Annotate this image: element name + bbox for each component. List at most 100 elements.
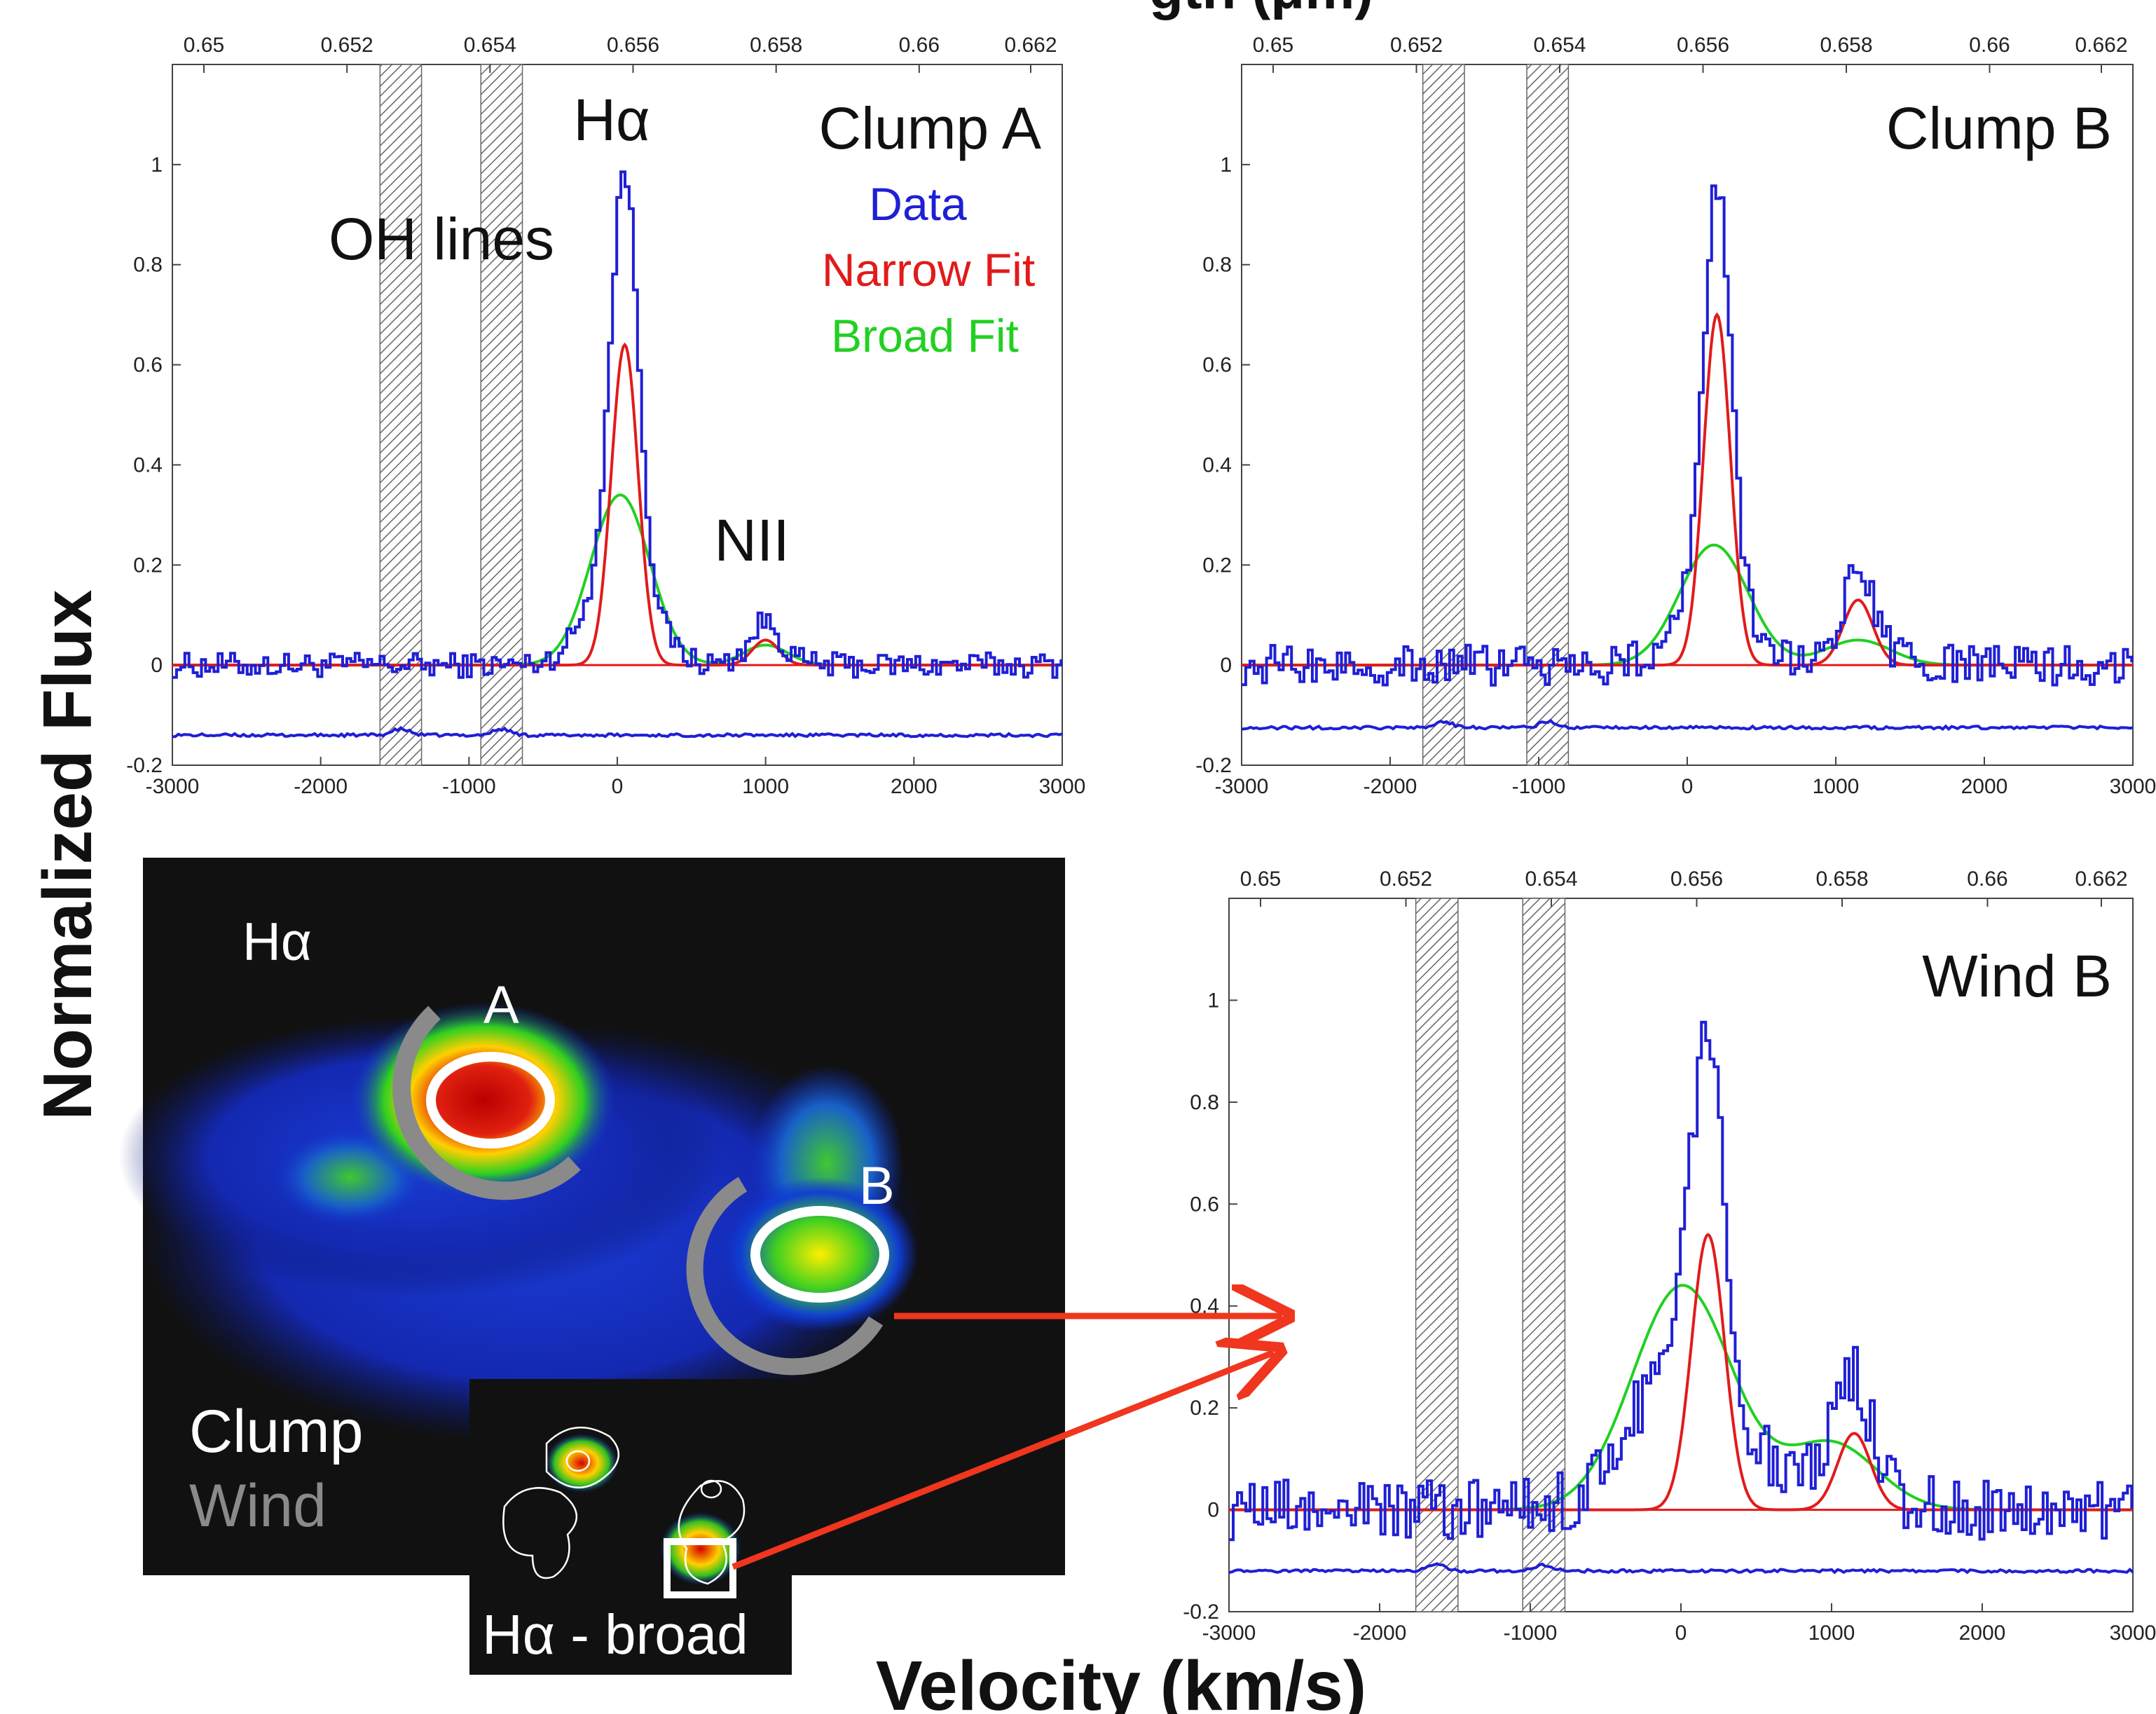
top-tick-label: 0.654 — [464, 34, 516, 57]
top-tick-label: 0.65 — [1253, 34, 1293, 57]
narrow-fit-line — [1242, 312, 2133, 667]
annotation-label: NII — [714, 507, 789, 573]
top-tick-label: 0.656 — [1677, 34, 1729, 57]
x-axis-label: Velocity (km/s) — [876, 1647, 1366, 1714]
y-tick-label: 0.6 — [1190, 1193, 1219, 1216]
clump-aperture-b — [750, 1206, 889, 1303]
y-tick-label: 0.8 — [133, 254, 163, 277]
top-tick-label: 0.662 — [2075, 34, 2127, 57]
y-tick-label: -0.2 — [126, 754, 163, 777]
inset-contours — [502, 1426, 746, 1585]
inset-label: Hα - broad — [482, 1603, 748, 1666]
x-tick-label: 1000 — [1808, 1622, 1855, 1645]
y-tick-label: 0.2 — [1202, 554, 1232, 577]
legend-clump: Clump — [189, 1398, 364, 1465]
inset-contour-ring — [565, 1450, 591, 1472]
top-tick-label: 0.66 — [899, 34, 940, 57]
panel-title: Clump A — [819, 95, 1041, 161]
top-tick-label: 0.658 — [750, 34, 802, 57]
x-tick-label: 1000 — [742, 775, 789, 798]
top-tick-label: 0.652 — [321, 34, 373, 57]
x-tick-label: -1000 — [442, 775, 496, 798]
oh-line-band — [480, 64, 523, 766]
top-tick-label: 0.656 — [1670, 868, 1723, 891]
y-tick-label: 0.8 — [1202, 254, 1232, 277]
y-tick-label: 1 — [151, 153, 163, 177]
error-spectrum-line — [1228, 1562, 2134, 1575]
top-tick-label: 0.65 — [1240, 868, 1281, 891]
clump-aperture-a — [426, 1052, 555, 1149]
data-spectrum-line — [1242, 184, 2134, 687]
map-title: Hα — [242, 912, 312, 972]
top-tick-label: 0.66 — [1969, 34, 2010, 57]
y-tick-label: 0.2 — [133, 554, 163, 577]
y-tick-label: -0.2 — [1183, 1600, 1219, 1624]
inset-emission-a — [545, 1434, 618, 1493]
y-tick-label: 1 — [1207, 989, 1219, 1012]
clump-a-label: A — [483, 975, 519, 1035]
spectrum-panel: -3000 -2000 -1000 0 1000 2000 3000 0.65 0.652 0.6… — [126, 34, 1085, 798]
x-tick-label: 3000 — [2110, 1622, 2156, 1645]
y-tick-label: 0.4 — [133, 453, 163, 477]
x-tick-label: -2000 — [294, 775, 348, 798]
data-spectrum-line — [1229, 1020, 2134, 1542]
inset-aperture-box — [664, 1538, 736, 1598]
y-tick-label: 0 — [1207, 1499, 1219, 1522]
x-tick-label: 2000 — [1959, 1622, 2006, 1645]
legend-entry: Data — [869, 178, 967, 230]
top-axis-label-fragment: gth (μm) — [1149, 0, 1373, 20]
top-tick-label: 0.65 — [184, 34, 224, 57]
y-tick-label: 0 — [151, 654, 163, 677]
plot-frame — [172, 64, 1063, 766]
x-tick-label: 0 — [1675, 1622, 1687, 1645]
x-tick-label: 3000 — [2110, 775, 2156, 798]
y-tick-label: 0.6 — [133, 354, 163, 377]
x-tick-label: -2000 — [1364, 775, 1417, 798]
top-tick-label: 0.654 — [1525, 868, 1577, 891]
x-tick-label: 0 — [612, 775, 624, 798]
x-tick-label: -3000 — [146, 775, 200, 798]
top-tick-label: 0.658 — [1815, 868, 1868, 891]
panel-title: Clump B — [1886, 95, 2112, 161]
top-tick-label: 0.652 — [1390, 34, 1443, 57]
y-tick-label: 0.2 — [1190, 1397, 1219, 1420]
wind-aperture-b — [686, 1177, 884, 1376]
clump-b-emission — [722, 1177, 918, 1331]
inset-emission-b — [660, 1512, 741, 1585]
annotation-label: Hα — [573, 87, 650, 153]
halpha-map-panel: Hα A B Clump Wind Hα - broad — [119, 858, 1282, 1675]
spectrum-panel: -3000 -2000 -1000 0 1000 2000 3000 0.65 0.652 0.6… — [1195, 34, 2156, 798]
top-tick-label: 0.652 — [1380, 868, 1432, 891]
wind-aperture-a — [392, 1006, 581, 1200]
clump-b-label: B — [859, 1156, 895, 1216]
error-spectrum-line — [172, 726, 1063, 739]
arrow-to-wind-b — [732, 1352, 1274, 1570]
y-tick-label: 0.6 — [1202, 354, 1232, 377]
top-tick-label: 0.654 — [1533, 34, 1586, 57]
legend-entry: Broad Fit — [831, 310, 1019, 362]
x-tick-label: -1000 — [1504, 1622, 1558, 1645]
top-tick-label: 0.66 — [1967, 868, 2007, 891]
annotation-label: OH lines — [329, 206, 554, 272]
spectrum-panel: -3000 -2000 -1000 0 1000 2000 3000 0.65 0.652 0.6… — [1183, 868, 2156, 1645]
x-tick-label: -2000 — [1353, 1622, 1407, 1645]
data-spectrum-line — [172, 170, 1063, 679]
inset-background — [469, 1379, 792, 1675]
x-tick-label: -3000 — [1215, 775, 1269, 798]
x-tick-label: -3000 — [1202, 1622, 1256, 1645]
y-tick-label: 0 — [1220, 654, 1232, 677]
legend-wind: Wind — [189, 1472, 327, 1540]
x-tick-label: 2000 — [891, 775, 938, 798]
inset-contour-ring — [700, 1479, 722, 1499]
top-tick-label: 0.662 — [2075, 868, 2127, 891]
y-axis-label: Normalized Flux — [29, 590, 106, 1120]
top-tick-label: 0.662 — [1004, 34, 1057, 57]
y-tick-label: 0.4 — [1202, 453, 1232, 477]
y-tick-label: 1 — [1220, 153, 1232, 177]
error-spectrum-line — [1241, 718, 2134, 732]
oh-line-band — [1526, 64, 1570, 766]
x-tick-label: 2000 — [1961, 775, 2008, 798]
oh-line-band — [379, 64, 423, 766]
y-tick-label: 0.8 — [1190, 1091, 1219, 1114]
